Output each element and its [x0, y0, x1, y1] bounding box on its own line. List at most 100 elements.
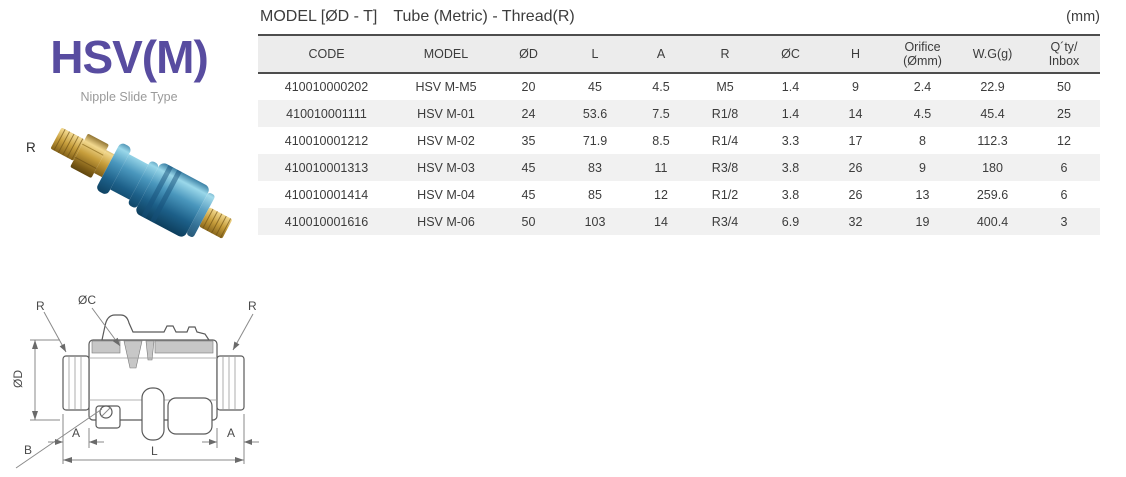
- cell-weight: 112.3: [977, 133, 1008, 148]
- cell-model: HSV M-06: [395, 208, 497, 235]
- cell-oc: 1.4: [781, 80, 800, 94]
- technical-drawing: R ØC R ØD B: [6, 288, 271, 476]
- drawing-label-a-left: A: [72, 426, 80, 440]
- cell-a: 12: [654, 187, 668, 202]
- cell-l: 103: [560, 208, 630, 235]
- cell-orifice: 13: [915, 187, 930, 202]
- cell-code: 410010000202: [284, 80, 369, 94]
- cell-l: 45: [588, 80, 602, 94]
- cell-h: 26: [823, 154, 888, 181]
- cell-qty: 6: [1028, 154, 1100, 181]
- cell-r: R1/4: [711, 133, 739, 148]
- table-row: 410010000202 HSV M-M5 20 45 4.5 M5 1.4 9…: [258, 73, 1100, 100]
- technical-drawing-image: R ØC R ØD B: [11, 293, 259, 469]
- cell-l: 83: [560, 154, 630, 181]
- cell-orifice: 4.5: [888, 100, 957, 127]
- cell-r: R3/4: [692, 208, 758, 235]
- cell-a: 7.5: [630, 100, 692, 127]
- product-panel: HSV(M) Nipple Slide Type R: [0, 0, 259, 477]
- cell-orifice: 9: [888, 154, 957, 181]
- cell-od: 35: [521, 133, 536, 148]
- product-photo-image: [51, 128, 232, 239]
- cell-od: 45: [521, 187, 536, 202]
- cell-weight: 22.9: [980, 80, 1005, 94]
- cell-r: M5: [716, 80, 734, 94]
- cell-h: 14: [823, 100, 888, 127]
- col-header-r: R: [692, 34, 758, 74]
- cell-model: HSV M-04: [417, 187, 475, 202]
- cell-weight: 259.6: [976, 187, 1009, 202]
- cell-code: 410010001414: [284, 187, 369, 202]
- spec-title-row: MODEL [ØD - T] Tube (Metric) - Thread(R)…: [258, 8, 1102, 34]
- col-header-orifice: Orifice (Ømm): [888, 34, 957, 74]
- cell-code: 410010001212: [284, 133, 369, 148]
- cell-oc: 3.3: [781, 133, 800, 148]
- cell-weight: 400.4: [957, 208, 1028, 235]
- cell-od: 24: [497, 100, 560, 127]
- cell-a: 11: [630, 154, 692, 181]
- col-header-weight: W.G(g): [957, 34, 1028, 74]
- cell-oc: 6.9: [758, 208, 823, 235]
- table-row: 410010001616 HSV M-06 50 103 14 R3/4 6.9…: [258, 208, 1100, 235]
- product-subtitle: Nipple Slide Type: [80, 90, 178, 104]
- cell-orifice: 19: [888, 208, 957, 235]
- cell-a: 14: [630, 208, 692, 235]
- col-header-model: MODEL: [395, 34, 497, 74]
- cell-l: 53.6: [560, 100, 630, 127]
- table-row: 410010001212 HSV M-02 35 71.9 8.5 R1/4 3…: [258, 127, 1100, 154]
- table-row: 410010001111 HSV M-01 24 53.6 7.5 R1/8 1…: [258, 100, 1100, 127]
- spec-table: CODE MODEL ØD L A R ØC H Orifice (Ømm) W…: [258, 34, 1100, 235]
- cell-orifice: 8: [919, 133, 926, 148]
- cell-od: 20: [521, 80, 536, 94]
- photo-thread-label: R: [26, 140, 36, 155]
- cell-h: 9: [852, 80, 859, 94]
- product-series-title: HSV(M): [50, 31, 209, 83]
- cell-oc: 1.4: [758, 100, 823, 127]
- cell-code: 410010001111: [258, 100, 395, 127]
- cell-qty: 6: [1060, 187, 1068, 202]
- cell-model: HSV M-M5: [415, 80, 477, 94]
- cell-qty: 25: [1028, 100, 1100, 127]
- drawing-label-length: L: [151, 444, 158, 458]
- cell-r: R3/8: [692, 154, 758, 181]
- cell-weight: 45.4: [957, 100, 1028, 127]
- cell-h: 17: [848, 133, 863, 148]
- cell-a: 8.5: [652, 133, 670, 148]
- drawing-label-thread-left: R: [36, 299, 45, 313]
- cell-qty: 3: [1028, 208, 1100, 235]
- table-row: 410010001414 HSV M-04 45 85 12 R1/2 3.8 …: [258, 181, 1100, 208]
- cell-od: 45: [497, 154, 560, 181]
- cell-r: R1/2: [711, 187, 739, 202]
- col-header-l: L: [560, 34, 630, 74]
- cell-model: HSV M-03: [395, 154, 497, 181]
- spec-model-format: MODEL [ØD - T]: [260, 8, 378, 25]
- cell-a: 4.5: [652, 80, 670, 94]
- spec-section: MODEL [ØD - T] Tube (Metric) - Thread(R)…: [258, 8, 1102, 235]
- drawing-label-detail: B: [24, 443, 32, 457]
- cell-orifice: 2.4: [913, 80, 932, 94]
- cell-code: 410010001313: [258, 154, 395, 181]
- cell-l: 85: [588, 187, 602, 202]
- drawing-label-orifice: ØC: [78, 293, 96, 307]
- cell-model: HSV M-01: [395, 100, 497, 127]
- cell-l: 71.9: [582, 133, 608, 148]
- col-header-qty: Q´ty/ Inbox: [1028, 34, 1100, 74]
- cell-od: 50: [497, 208, 560, 235]
- cell-weight: 180: [957, 154, 1028, 181]
- col-header-h: H: [823, 34, 888, 74]
- cell-code: 410010001616: [258, 208, 395, 235]
- spec-table-header-row: CODE MODEL ØD L A R ØC H Orifice (Ømm) W…: [258, 34, 1100, 74]
- cell-qty: 50: [1057, 80, 1071, 94]
- col-header-a: A: [630, 34, 692, 74]
- col-header-oc: ØC: [758, 34, 823, 74]
- cell-r: R1/8: [692, 100, 758, 127]
- product-photo: R: [26, 110, 252, 262]
- cell-oc: 3.8: [758, 154, 823, 181]
- drawing-label-outer-diameter: ØD: [11, 370, 25, 388]
- spec-unit-note: (mm): [1066, 9, 1100, 25]
- drawing-label-a-right: A: [227, 426, 235, 440]
- cell-qty: 12: [1057, 133, 1071, 148]
- spec-connection-type: Tube (Metric) - Thread(R): [393, 8, 575, 25]
- drawing-label-thread-right: R: [248, 299, 257, 313]
